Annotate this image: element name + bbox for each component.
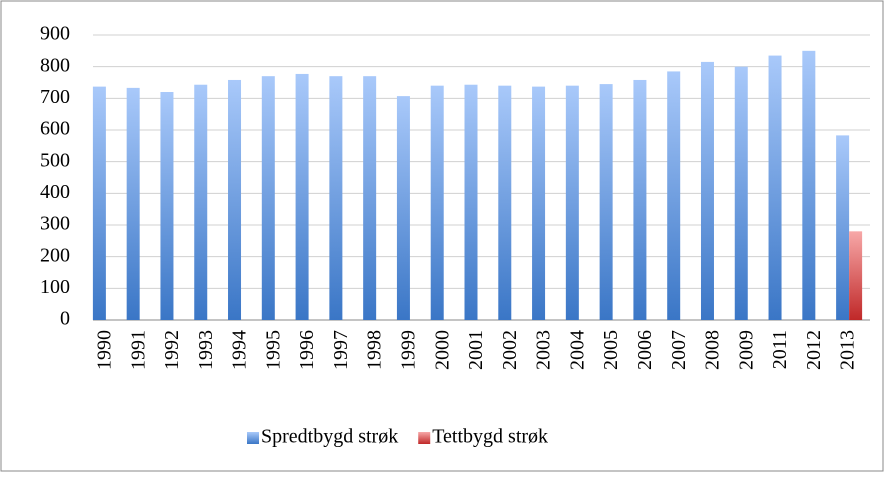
bar	[599, 84, 613, 320]
x-tick-label: 2007	[668, 330, 690, 370]
bar	[126, 87, 140, 320]
x-tick-label: 1996	[296, 330, 318, 370]
legend-label: Tettbygd strøk	[432, 426, 548, 448]
bar	[295, 73, 309, 320]
y-tick-label: 900	[40, 23, 70, 45]
bar	[396, 96, 410, 320]
bar	[498, 85, 512, 321]
bar	[836, 135, 850, 320]
x-tick-label: 2004	[566, 330, 588, 370]
x-tick-label: 1997	[330, 330, 352, 370]
bar	[194, 84, 208, 320]
bar	[849, 231, 863, 320]
bar	[700, 61, 714, 321]
y-tick-label: 200	[40, 244, 70, 266]
legend-label: Spredtbygd strøk	[261, 426, 398, 448]
legend-swatch	[418, 432, 431, 444]
bar	[92, 86, 106, 320]
x-tick-label: 1994	[229, 330, 251, 370]
x-tick-label: 2013	[837, 330, 859, 370]
y-tick-label: 400	[40, 181, 70, 203]
y-tick-label: 600	[40, 118, 70, 140]
x-tick-label: 2002	[499, 330, 521, 370]
x-tick-label: 1999	[398, 330, 420, 370]
bar	[734, 66, 748, 321]
legend-swatch	[247, 432, 259, 444]
bar	[160, 92, 174, 320]
bar	[565, 85, 579, 321]
x-tick-label: 1992	[161, 330, 183, 370]
x-tick-label: 2003	[533, 330, 555, 370]
bar	[633, 79, 647, 320]
y-tick-label: 100	[40, 276, 70, 298]
bar	[802, 50, 816, 320]
bar	[667, 71, 681, 321]
x-tick-label: 2006	[634, 330, 656, 370]
x-tick-label: 2009	[735, 330, 757, 370]
bar	[768, 55, 782, 320]
bar	[363, 76, 377, 321]
x-tick-label: 2000	[431, 330, 453, 370]
x-tick-label: 2008	[702, 330, 724, 370]
bar	[430, 85, 444, 321]
x-tick-label: 1991	[127, 330, 149, 370]
bar	[464, 84, 478, 320]
x-tick-label: 1993	[195, 330, 217, 370]
bar	[532, 86, 546, 320]
x-tick-label: 1990	[93, 330, 115, 370]
bar	[329, 76, 343, 321]
y-tick-label: 500	[40, 149, 70, 171]
x-tick-label: 1998	[364, 330, 386, 370]
x-tick-label: 2005	[600, 330, 622, 370]
bar	[228, 79, 242, 320]
y-tick-label: 0	[60, 308, 70, 330]
bar	[261, 76, 275, 321]
y-tick-label: 800	[40, 54, 70, 76]
x-tick-label: 2011	[769, 330, 791, 369]
y-tick-label: 300	[40, 213, 70, 235]
x-tick-label: 2012	[803, 330, 825, 370]
x-tick-label: 1995	[262, 330, 284, 370]
y-tick-label: 700	[40, 86, 70, 108]
x-tick-label: 2001	[465, 330, 487, 370]
